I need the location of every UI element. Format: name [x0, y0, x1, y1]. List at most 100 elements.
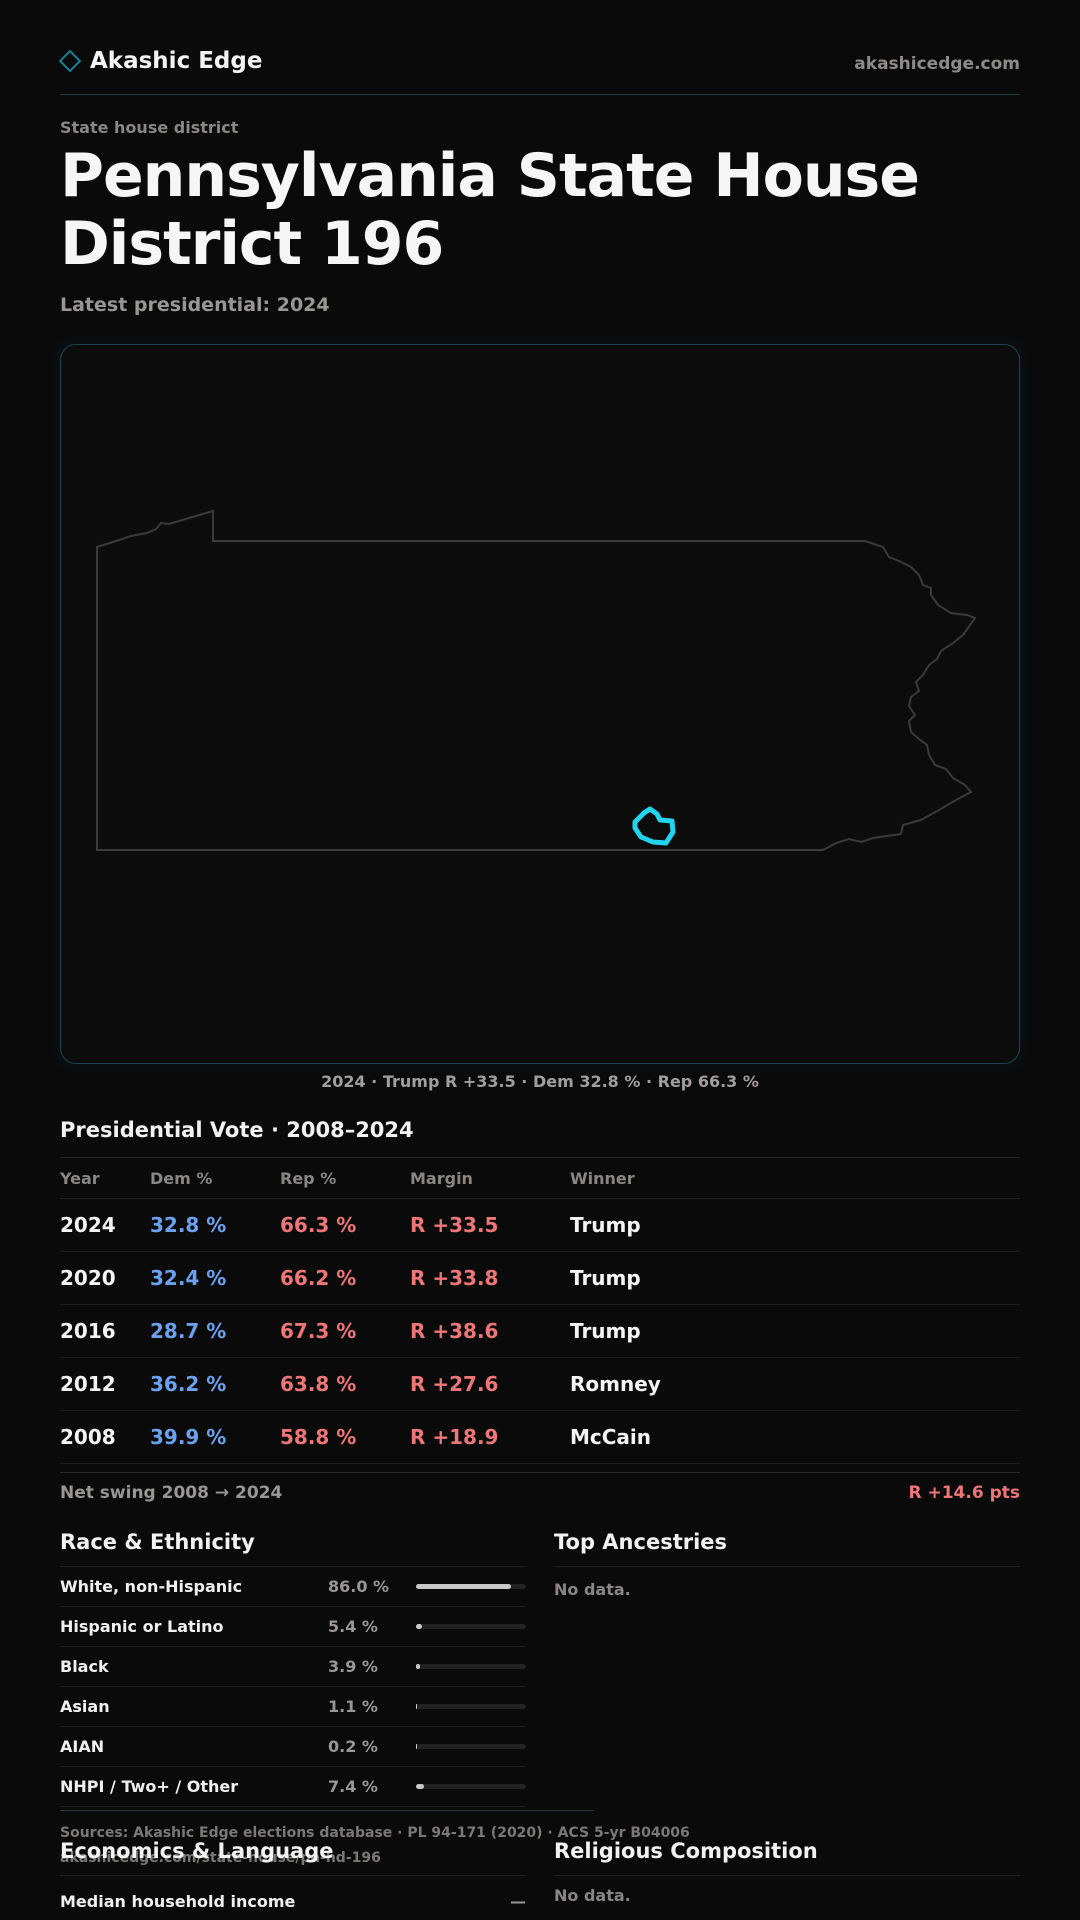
margin-cell: R +18.9 [410, 1425, 499, 1449]
column-header-margin: Margin [410, 1168, 473, 1188]
race-list: White, non-Hispanic 86.0 % Hispanic or L… [60, 1566, 526, 1807]
margin-cell: R +27.6 [410, 1372, 499, 1396]
rep-cell: 58.8 % [280, 1425, 357, 1449]
ancestries-divider [554, 1566, 1020, 1567]
race-row: NHPI / Two+ / Other 7.4 % [60, 1767, 526, 1807]
margin-cell: R +33.5 [410, 1213, 499, 1237]
year-cell: 2020 [60, 1266, 116, 1290]
race-label: Black [60, 1657, 109, 1676]
year-cell: 2008 [60, 1425, 116, 1449]
winner-cell: Trump [570, 1266, 641, 1290]
dem-cell: 32.8 % [150, 1213, 227, 1237]
winner-cell: McCain [570, 1425, 652, 1449]
religion-empty-state: No data. [554, 1886, 631, 1905]
religion-divider [554, 1875, 1020, 1876]
race-label: AIAN [60, 1737, 105, 1756]
district-map[interactable] [60, 344, 1020, 1064]
religion-section-title: Religious Composition [554, 1839, 818, 1863]
race-bar-fill [416, 1704, 418, 1709]
economics-section-title: Economics & Language [60, 1839, 334, 1863]
race-row: Black 3.9 % [60, 1647, 526, 1687]
race-bar-track [416, 1624, 526, 1629]
net-swing-label: Net swing 2008 → 2024 [60, 1483, 283, 1503]
race-label: Hispanic or Latino [60, 1617, 224, 1636]
race-bar-track [416, 1784, 526, 1789]
race-bar-fill [416, 1784, 425, 1789]
page-subtitle: Latest presidential: 2024 [60, 294, 330, 316]
race-bar-track [416, 1744, 526, 1749]
ancestries-section-title: Top Ancestries [554, 1530, 728, 1554]
presidential-section-title: Presidential Vote · 2008–2024 [60, 1118, 414, 1142]
dem-cell: 36.2 % [150, 1372, 227, 1396]
column-header-dem: Dem % [150, 1168, 213, 1188]
race-row: Asian 1.1 % [60, 1687, 526, 1727]
winner-cell: Trump [570, 1319, 641, 1343]
dem-cell: 28.7 % [150, 1319, 227, 1343]
race-percent: 3.9 % [328, 1657, 378, 1676]
table-row: 2024 32.8 % 66.3 % R +33.5 Trump [60, 1199, 1020, 1252]
net-swing-row: Net swing 2008 → 2024 R +14.6 pts [60, 1472, 1020, 1513]
top-bar: Akashic Edge akashicedge.com [58, 40, 1020, 95]
brand[interactable]: Akashic Edge [58, 48, 263, 74]
footer-url-link[interactable]: akashicedge.com/state-house/pa-hd-196 [60, 1850, 381, 1866]
race-row: White, non-Hispanic 86.0 % [60, 1567, 526, 1607]
rep-cell: 66.2 % [280, 1266, 357, 1290]
winner-cell: Romney [570, 1372, 661, 1396]
column-header-rep: Rep % [280, 1168, 337, 1188]
margin-cell: R +33.8 [410, 1266, 499, 1290]
page-eyebrow: State house district [60, 118, 239, 137]
race-percent: 5.4 % [328, 1617, 378, 1636]
economics-divider [60, 1875, 526, 1876]
race-percent: 7.4 % [328, 1777, 378, 1796]
column-header-winner: Winner [570, 1168, 635, 1188]
race-bar-fill [416, 1624, 422, 1629]
rep-cell: 67.3 % [280, 1319, 357, 1343]
race-label: NHPI / Two+ / Other [60, 1777, 239, 1796]
map-caption: 2024 · Trump R +33.5 · Dem 32.8 % · Rep … [321, 1072, 759, 1091]
district-highlight[interactable] [632, 806, 676, 846]
table-header: Year Dem % Rep % Margin Winner [60, 1158, 1020, 1199]
footer-divider [60, 1810, 594, 1811]
median-income-row: Median household income — [60, 1892, 526, 1911]
race-row: Hispanic or Latino 5.4 % [60, 1607, 526, 1647]
race-percent: 86.0 % [328, 1577, 390, 1596]
state-map-svg [96, 509, 977, 851]
brand-name[interactable]: Akashic Edge [90, 48, 263, 74]
race-bar-fill [416, 1584, 511, 1589]
race-label: White, non-Hispanic [60, 1577, 243, 1596]
winner-cell: Trump [570, 1213, 641, 1237]
median-income-value: — [510, 1892, 526, 1911]
race-bar-track [416, 1664, 526, 1669]
column-header-year: Year [60, 1168, 100, 1188]
race-row: AIAN 0.2 % [60, 1727, 526, 1767]
site-link[interactable]: akashicedge.com [854, 54, 1020, 74]
year-cell: 2016 [60, 1319, 116, 1343]
race-percent: 0.2 % [328, 1737, 378, 1756]
diamond-logo-icon [58, 49, 82, 73]
table-row: 2020 32.4 % 66.2 % R +33.8 Trump [60, 1252, 1020, 1305]
dem-cell: 32.4 % [150, 1266, 227, 1290]
ancestries-empty-state: No data. [554, 1580, 631, 1599]
year-cell: 2012 [60, 1372, 116, 1396]
table-row: 2008 39.9 % 58.8 % R +18.9 McCain [60, 1411, 1020, 1464]
dem-cell: 39.9 % [150, 1425, 227, 1449]
race-percent: 1.1 % [328, 1697, 378, 1716]
margin-cell: R +38.6 [410, 1319, 499, 1343]
net-swing-value: R +14.6 pts [908, 1483, 1020, 1503]
race-section-title: Race & Ethnicity [60, 1530, 255, 1554]
race-label: Asian [60, 1697, 110, 1716]
race-bar-fill [416, 1744, 417, 1749]
table-row: 2016 28.7 % 67.3 % R +38.6 Trump [60, 1305, 1020, 1358]
sources-note: Sources: Akashic Edge elections database… [60, 1825, 690, 1841]
race-bar-track [416, 1584, 526, 1589]
race-bar-fill [416, 1664, 421, 1669]
state-outline [96, 509, 977, 851]
median-income-label: Median household income [60, 1892, 296, 1911]
race-bar-track [416, 1704, 526, 1709]
rep-cell: 66.3 % [280, 1213, 357, 1237]
table-row: 2012 36.2 % 63.8 % R +27.6 Romney [60, 1358, 1020, 1411]
presidential-table: Year Dem % Rep % Margin Winner 2024 32.8… [60, 1157, 1020, 1464]
page-title: Pennsylvania State House District 196 [60, 141, 920, 279]
rep-cell: 63.8 % [280, 1372, 357, 1396]
year-cell: 2024 [60, 1213, 116, 1237]
